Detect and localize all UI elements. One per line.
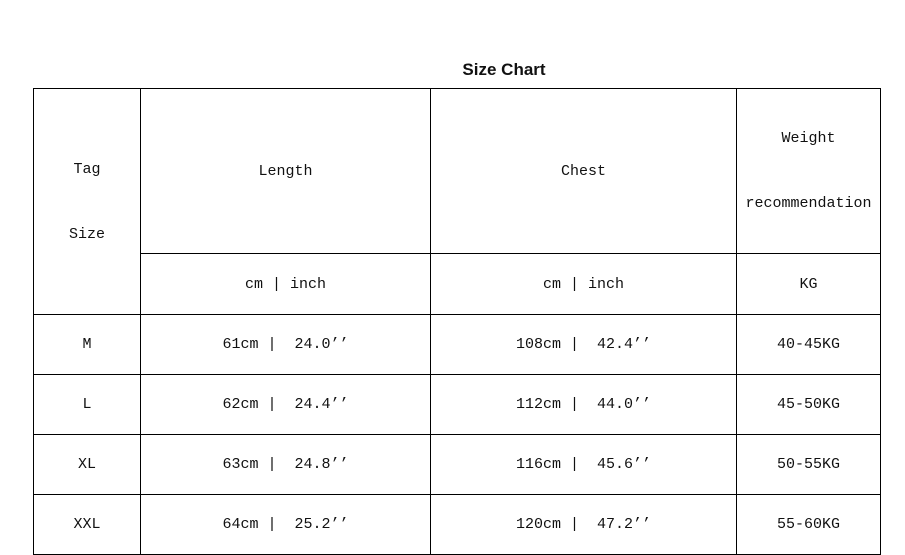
weight-cell: 50-55KG — [736, 434, 881, 495]
length-cell: 63cm | 24.8’’ — [140, 434, 431, 495]
size-cell: XL — [33, 434, 141, 495]
header-tag-size-line2: Size — [68, 225, 105, 243]
size-cell: L — [33, 374, 141, 435]
header-length: Length — [140, 88, 431, 254]
unit-row: cm | inch cm | inch KG — [34, 253, 881, 315]
page-title: Size Chart — [462, 60, 546, 79]
chest-unit: cm | inch — [430, 253, 737, 315]
length-cell: 62cm | 24.4’’ — [140, 374, 431, 435]
header-row: Tag Size Length Chest Weight recommendat… — [33, 88, 881, 315]
chest-cell: 116cm | 45.6’’ — [430, 434, 737, 495]
header-tag-size: Tag Size — [33, 88, 141, 315]
length-cell: 61cm | 24.0’’ — [140, 314, 431, 375]
header-weight-line1: Weight — [781, 130, 836, 147]
size-chart-table: Tag Size Length Chest Weight recommendat… — [33, 88, 881, 555]
length-cell: 64cm | 25.2’’ — [140, 494, 431, 555]
header-weight-line2: recommendation — [745, 195, 872, 212]
size-cell: XXL — [33, 494, 141, 555]
table-row: L 62cm | 24.4’’ 112cm | 44.0’’ 45-50KG — [33, 374, 881, 435]
header-weight: Weight recommendation — [736, 88, 881, 254]
table-row: M 61cm | 24.0’’ 108cm | 42.4’’ 40-45KG — [33, 314, 881, 375]
length-unit: cm | inch — [140, 253, 431, 315]
chest-cell: 108cm | 42.4’’ — [430, 314, 737, 375]
table-row: XXL 64cm | 25.2’’ 120cm | 47.2’’ 55-60KG — [33, 494, 881, 555]
chest-cell: 120cm | 47.2’’ — [430, 494, 737, 555]
table-row: XL 63cm | 24.8’’ 116cm | 45.6’’ 50-55KG — [33, 434, 881, 495]
size-cell: M — [33, 314, 141, 375]
weight-cell: 55-60KG — [736, 494, 881, 555]
weight-unit: KG — [736, 253, 881, 315]
weight-cell: 40-45KG — [736, 314, 881, 375]
chest-cell: 112cm | 44.0’’ — [430, 374, 737, 435]
weight-cell: 45-50KG — [736, 374, 881, 435]
header-tag-size-line1: Tag — [73, 160, 101, 178]
header-chest: Chest — [430, 88, 737, 254]
